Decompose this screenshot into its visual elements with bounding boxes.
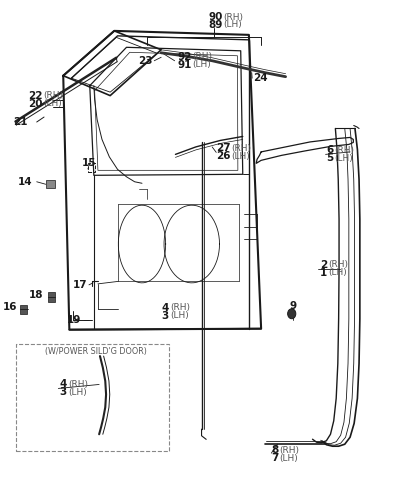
Text: 15: 15 [82,158,96,168]
Text: 19: 19 [67,315,82,325]
Text: 17: 17 [73,280,88,290]
Text: 14: 14 [18,177,33,187]
Text: (RH): (RH) [193,52,213,61]
Bar [48,292,55,302]
Text: 90: 90 [208,12,222,22]
Text: (LH): (LH) [231,152,250,161]
Text: (LH): (LH) [171,311,189,320]
Text: 2: 2 [320,260,328,270]
Text: (LH): (LH) [68,388,87,397]
Text: (LH): (LH) [279,454,298,463]
Bar [20,305,27,314]
Text: 3: 3 [162,311,169,321]
Text: 6: 6 [326,145,334,155]
Text: (RH): (RH) [68,380,88,389]
Text: 18: 18 [28,290,43,300]
Bar [16,344,169,451]
Text: 24: 24 [253,73,268,83]
Text: 8: 8 [271,445,279,455]
Text: 91: 91 [177,60,192,70]
Text: 89: 89 [208,20,222,30]
Text: (LH): (LH) [224,20,242,29]
Text: 4: 4 [59,379,67,389]
Bar [88,163,95,172]
Circle shape [288,309,296,319]
Text: 5: 5 [326,153,334,163]
Text: 7: 7 [271,453,279,463]
Text: 4: 4 [162,303,169,313]
Text: (LH): (LH) [328,268,347,277]
Text: 26: 26 [216,151,231,161]
Text: (RH): (RH) [335,146,355,155]
Text: 21: 21 [13,117,28,127]
Text: 1: 1 [320,268,328,278]
Text: 3: 3 [59,387,67,397]
Text: 16: 16 [2,302,17,312]
Text: 20: 20 [28,99,42,109]
Text: (RH): (RH) [171,303,191,312]
Text: (RH): (RH) [224,13,244,22]
Text: (RH): (RH) [231,144,251,153]
Text: (RH): (RH) [43,91,63,100]
Text: (RH): (RH) [328,260,348,269]
Text: 92: 92 [177,52,192,62]
Text: 27: 27 [216,143,231,153]
Text: 23: 23 [138,56,153,66]
Text: (RH): (RH) [279,446,299,455]
Text: 9: 9 [290,301,297,311]
Text: (LH): (LH) [43,99,62,108]
Bar [46,180,55,188]
Text: (LH): (LH) [193,60,211,69]
Text: (LH): (LH) [335,154,353,163]
Text: 22: 22 [28,91,42,101]
Text: (W/POWER SILD'G DOOR): (W/POWER SILD'G DOOR) [45,347,147,356]
